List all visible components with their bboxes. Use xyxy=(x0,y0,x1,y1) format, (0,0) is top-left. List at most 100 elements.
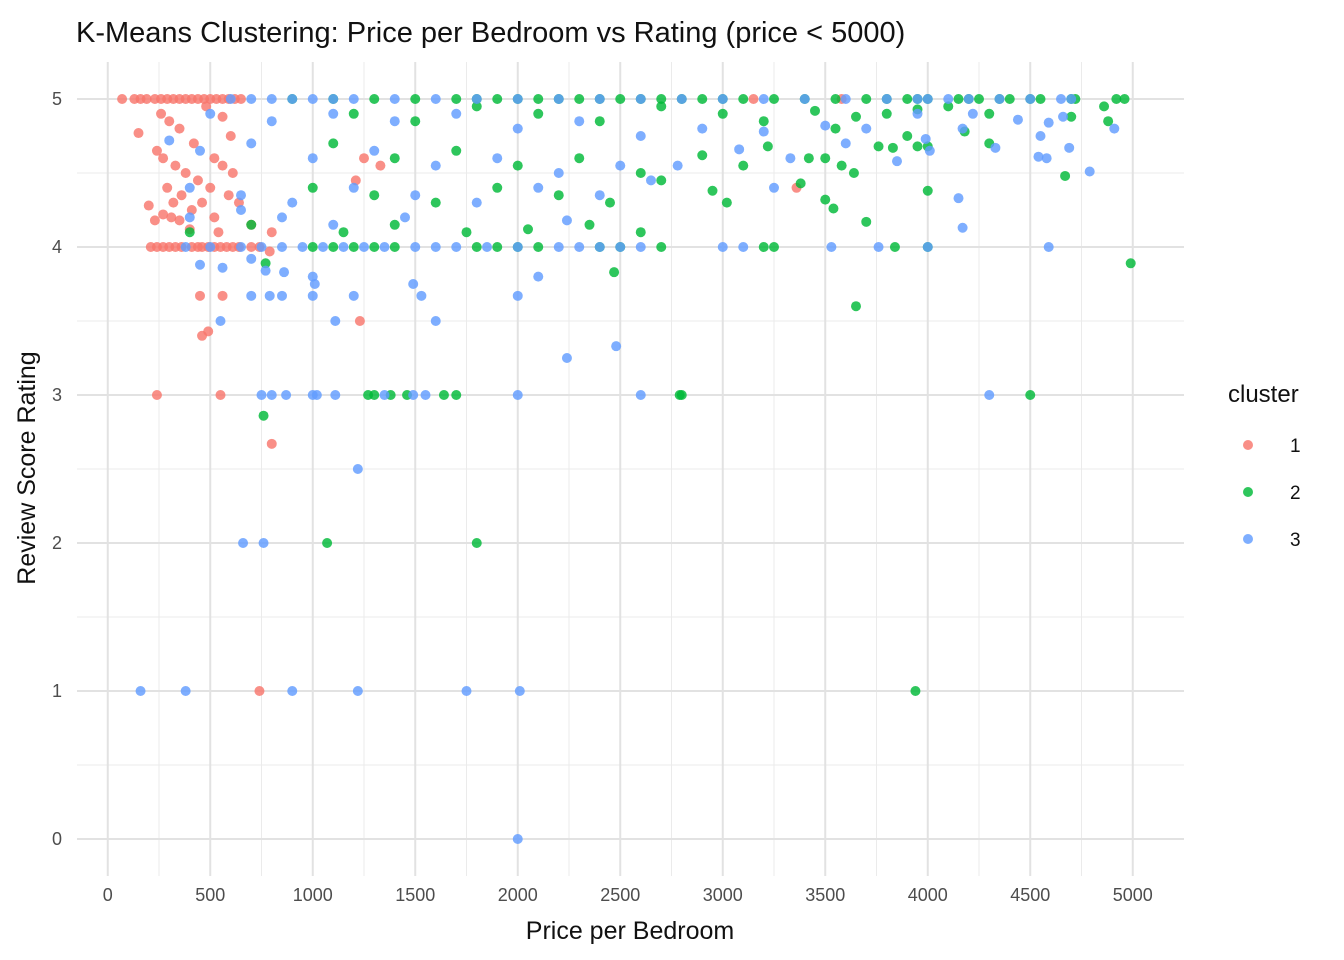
data-point-cluster-3 xyxy=(311,390,322,400)
data-point-cluster-3 xyxy=(410,190,421,201)
data-point-cluster-2 xyxy=(1035,94,1046,104)
data-point-cluster-2 xyxy=(721,197,732,208)
data-point-cluster-3 xyxy=(533,182,544,193)
data-point-cluster-1 xyxy=(170,160,181,171)
x-tick-label: 500 xyxy=(195,885,225,905)
data-point-cluster-3 xyxy=(1035,131,1046,141)
y-tick-label: 1 xyxy=(52,681,62,701)
data-point-cluster-1 xyxy=(254,686,265,696)
data-point-cluster-3 xyxy=(416,290,427,301)
data-point-cluster-1 xyxy=(180,168,191,178)
data-point-cluster-1 xyxy=(143,200,154,211)
data-point-cluster-2 xyxy=(953,94,964,104)
data-point-cluster-3 xyxy=(217,262,228,273)
x-tick-label: 0 xyxy=(103,885,113,905)
data-point-cluster-3 xyxy=(512,94,523,104)
data-point-cluster-3 xyxy=(717,242,728,252)
data-point-cluster-3 xyxy=(266,94,277,104)
data-point-cluster-2 xyxy=(533,94,544,104)
data-point-cluster-3 xyxy=(195,145,205,156)
data-point-cluster-3 xyxy=(352,464,363,474)
data-point-cluster-2 xyxy=(656,101,667,112)
data-point-cluster-3 xyxy=(430,316,441,326)
data-point-cluster-3 xyxy=(892,156,902,167)
data-point-cluster-3 xyxy=(246,138,257,149)
minor-gridlines xyxy=(77,62,1184,876)
data-point-cluster-2 xyxy=(830,123,841,134)
data-point-cluster-3 xyxy=(184,212,195,223)
data-point-cluster-2 xyxy=(861,216,872,227)
data-point-cluster-3 xyxy=(512,123,523,134)
data-point-cluster-3 xyxy=(430,160,441,171)
data-point-cluster-2 xyxy=(769,242,779,252)
data-point-cluster-3 xyxy=(646,175,656,186)
data-point-cluster-2 xyxy=(656,94,667,104)
data-point-cluster-2 xyxy=(1004,94,1015,104)
data-point-cluster-2 xyxy=(887,142,898,153)
data-point-cluster-2 xyxy=(553,190,564,201)
data-point-cluster-3 xyxy=(512,834,523,844)
data-point-cluster-3 xyxy=(180,242,191,252)
y-tick-label: 5 xyxy=(52,89,62,109)
data-point-cluster-3 xyxy=(994,94,1005,104)
data-point-cluster-3 xyxy=(430,94,441,104)
data-point-cluster-2 xyxy=(338,227,349,238)
x-tick-label: 1500 xyxy=(395,885,435,905)
data-point-cluster-3 xyxy=(225,94,236,104)
data-point-cluster-2 xyxy=(738,94,749,104)
data-point-cluster-3 xyxy=(330,316,341,326)
data-point-cluster-3 xyxy=(553,94,564,104)
data-point-cluster-3 xyxy=(512,290,523,301)
y-tick-label: 0 xyxy=(52,829,62,849)
data-point-cluster-3 xyxy=(840,94,851,104)
data-point-cluster-2 xyxy=(492,94,503,104)
data-point-cluster-2 xyxy=(451,94,462,104)
data-point-cluster-1 xyxy=(236,94,246,104)
data-point-cluster-3 xyxy=(246,253,257,264)
data-point-cluster-3 xyxy=(967,108,978,119)
data-point-cluster-1 xyxy=(209,212,220,223)
data-point-cluster-3 xyxy=(236,242,246,252)
data-point-cluster-3 xyxy=(287,94,298,104)
data-point-cluster-3 xyxy=(195,259,205,270)
data-point-cluster-3 xyxy=(238,538,249,548)
data-point-cluster-3 xyxy=(330,390,341,400)
y-axis-ticks: 0 1 2 3 4 5 xyxy=(52,89,62,849)
data-point-cluster-2 xyxy=(974,94,984,104)
data-point-cluster-1 xyxy=(246,242,257,252)
data-point-cluster-1 xyxy=(266,227,277,238)
y-tick-label: 4 xyxy=(52,237,62,257)
data-point-cluster-3 xyxy=(1025,94,1036,104)
data-point-cluster-3 xyxy=(1033,151,1044,162)
data-point-cluster-3 xyxy=(635,94,646,104)
data-point-cluster-3 xyxy=(990,142,1001,153)
data-point-cluster-2 xyxy=(676,390,687,400)
data-point-cluster-3 xyxy=(672,160,683,171)
data-point-cluster-2 xyxy=(912,141,923,152)
data-point-cluster-1 xyxy=(213,227,224,238)
data-point-cluster-2 xyxy=(307,182,318,193)
data-point-cluster-3 xyxy=(820,120,831,131)
legend-label-cluster-1: 1 xyxy=(1290,436,1301,457)
data-point-cluster-2 xyxy=(851,301,861,312)
data-point-cluster-3 xyxy=(287,197,298,208)
data-point-cluster-3 xyxy=(758,94,769,104)
data-point-cluster-1 xyxy=(227,168,238,178)
data-point-cluster-2 xyxy=(1025,390,1036,400)
data-point-cluster-3 xyxy=(379,390,390,400)
data-point-cluster-3 xyxy=(135,686,146,696)
data-point-cluster-1 xyxy=(205,182,216,193)
data-point-cluster-3 xyxy=(861,123,872,134)
data-point-cluster-2 xyxy=(697,94,708,104)
data-point-cluster-3 xyxy=(635,390,646,400)
x-tick-label: 5000 xyxy=(1113,885,1153,905)
data-point-cluster-2 xyxy=(438,390,449,400)
data-point-cluster-3 xyxy=(492,153,503,164)
data-point-cluster-1 xyxy=(223,190,234,201)
data-point-cluster-3 xyxy=(389,116,400,127)
data-point-cluster-2 xyxy=(984,108,995,119)
data-point-cluster-3 xyxy=(553,168,564,178)
data-point-cluster-3 xyxy=(205,108,216,119)
data-point-cluster-1 xyxy=(166,212,177,223)
